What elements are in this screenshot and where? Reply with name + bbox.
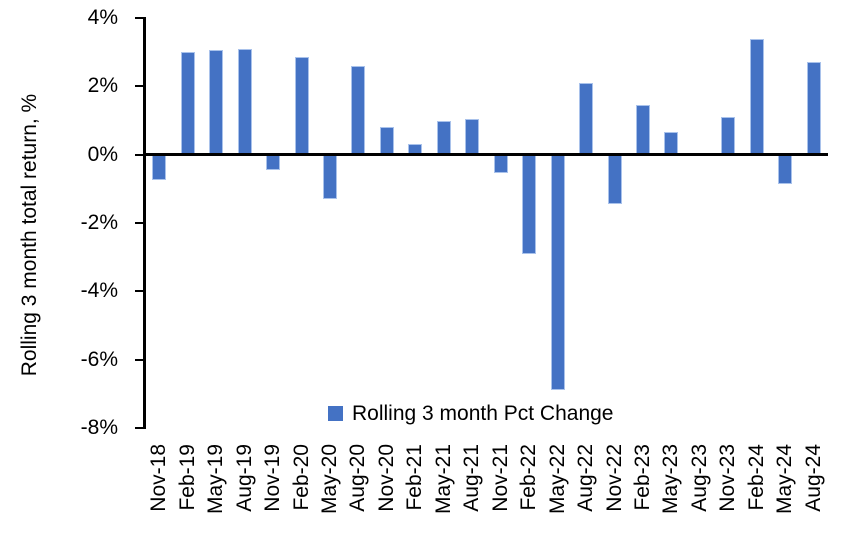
x-tick-label: Feb-19 (175, 444, 199, 511)
x-tick-label: Aug-20 (346, 444, 370, 512)
bar (493, 154, 508, 174)
x-tick-label: May-22 (545, 444, 569, 515)
y-tick-mark (135, 153, 145, 156)
y-tick-mark (135, 222, 145, 224)
x-tick-label: Feb-20 (289, 444, 313, 511)
y-tick-mark (135, 358, 145, 361)
x-tick-label: Nov-19 (261, 444, 285, 512)
x-tick-label: Aug-22 (574, 444, 598, 512)
bar (180, 52, 195, 155)
legend-label: Rolling 3 month Pct Change (352, 402, 614, 425)
x-tick-label: Nov-20 (374, 444, 398, 512)
legend: Rolling 3 month Pct Change (328, 402, 614, 425)
x-tick-label: Nov-21 (488, 444, 512, 512)
bar (550, 154, 565, 391)
x-tick-label: May-19 (204, 444, 228, 515)
x-tick-label: May-23 (659, 444, 683, 515)
bar (379, 127, 394, 155)
x-tick-label: Feb-22 (517, 444, 541, 511)
y-tick-mark (135, 290, 145, 293)
y-tick-mark (135, 427, 145, 429)
x-tick-label: May-21 (431, 444, 455, 515)
bar (152, 154, 167, 181)
x-tick-label: Aug-23 (687, 444, 711, 512)
bar (806, 62, 821, 155)
y-tick-label: -4% (80, 279, 118, 303)
bar (294, 57, 309, 155)
bar (778, 154, 793, 184)
x-tick-label: Feb-21 (403, 444, 427, 511)
x-axis-zero-line (143, 153, 828, 156)
x-tick-label: Aug-21 (460, 444, 484, 512)
bar (522, 154, 537, 254)
y-tick-mark (135, 17, 145, 19)
bar (636, 105, 651, 155)
y-tick-label: 0% (87, 142, 118, 166)
bar (664, 132, 679, 155)
x-tick-label: May-20 (317, 444, 341, 515)
y-tick-label: 4% (87, 6, 118, 29)
bar (351, 65, 366, 155)
x-tick-label: Feb-24 (744, 444, 768, 511)
bar (436, 120, 451, 155)
bar (607, 154, 622, 205)
y-tick-label: -2% (80, 211, 118, 234)
bar (322, 154, 337, 200)
legend-swatch-icon (328, 406, 343, 421)
bar (209, 50, 224, 155)
bar (579, 82, 594, 155)
bar (266, 154, 281, 171)
x-tick-label: Aug-24 (801, 444, 825, 512)
x-tick-label: Feb-23 (631, 444, 655, 511)
y-tick-label: -6% (80, 347, 118, 371)
x-tick-label: Nov-22 (602, 444, 626, 512)
bar (237, 48, 252, 155)
y-tick-mark (135, 85, 145, 88)
y-tick-label: 2% (87, 74, 118, 98)
bar (721, 117, 736, 155)
x-tick-label: May-24 (773, 444, 797, 515)
bar (749, 38, 764, 155)
x-tick-label: Nov-23 (716, 444, 740, 512)
x-tick-label: Aug-19 (232, 444, 256, 512)
x-tick-label: Nov-18 (147, 444, 171, 512)
y-tick-label: -8% (80, 416, 118, 439)
bar (465, 118, 480, 155)
